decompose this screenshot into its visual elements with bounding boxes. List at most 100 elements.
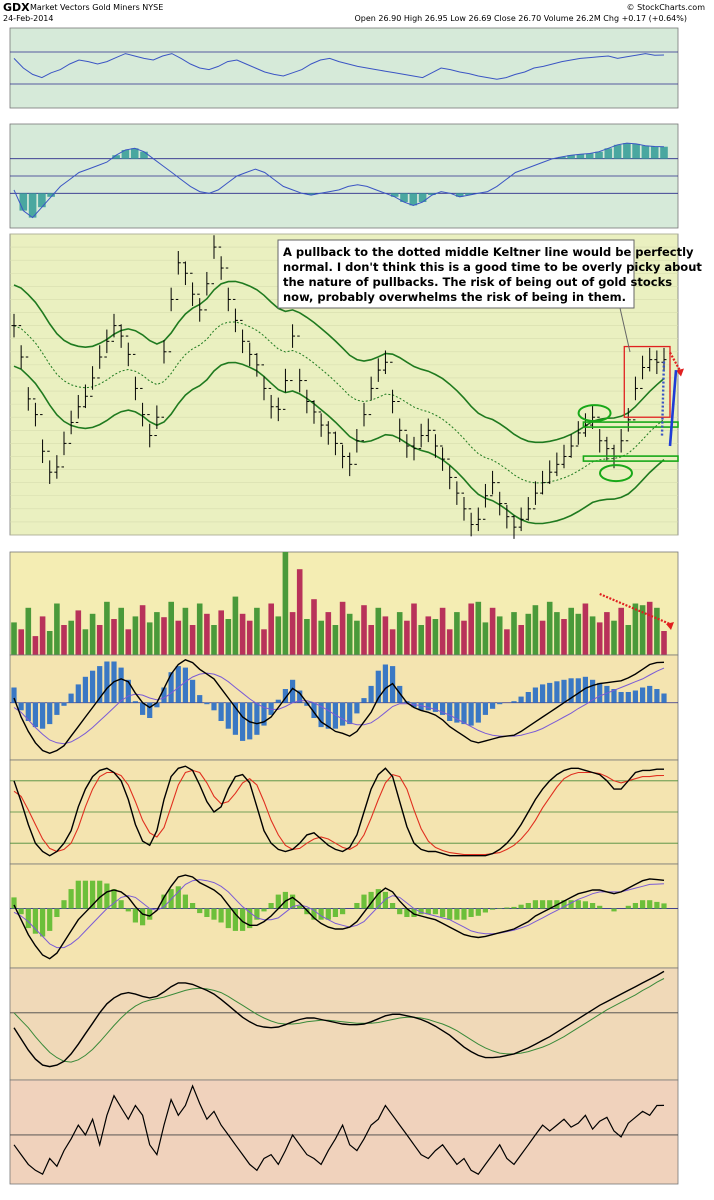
panel-background: [9, 863, 679, 969]
ppo-histogram-bar: [582, 676, 588, 703]
volume-bar: [111, 619, 117, 655]
volume-bar: [354, 620, 360, 655]
macd-histogram-bar: [461, 908, 467, 920]
macd-line: [13, 874, 665, 960]
ppo-histogram-bar: [175, 666, 181, 703]
volume-bar: [189, 625, 196, 655]
cci-fill: [623, 143, 631, 159]
volume-bar: [518, 625, 524, 655]
volume-bar: [118, 607, 124, 655]
macd-histogram-bar: [597, 905, 603, 909]
volume-bar: [239, 613, 246, 655]
cci-panel: [9, 123, 679, 229]
ppo-histogram-bar: [68, 693, 74, 703]
volume-bar: [575, 613, 582, 655]
volume-bar: [361, 605, 367, 655]
ppo-histogram-bar: [304, 702, 310, 706]
volume-bar: [332, 625, 339, 655]
volume-bar: [325, 612, 332, 655]
macd-histogram-bar: [282, 891, 288, 909]
chart-date: 24-Feb-2014: [3, 14, 53, 23]
macd-histogram-bar: [54, 908, 60, 917]
volume-bar: [446, 629, 453, 656]
macd-histogram-bar: [311, 908, 317, 920]
volume-bar: [461, 620, 467, 655]
macd-histogram-bar: [525, 903, 531, 909]
volume-bar: [546, 601, 553, 655]
trix-panel: [9, 967, 679, 1081]
macd-histogram-bar: [632, 903, 638, 909]
volume-bar: [411, 603, 417, 655]
cci-fill: [400, 193, 408, 202]
volume-bar: [582, 603, 589, 655]
cci-fill: [455, 193, 464, 197]
volume-bar: [625, 625, 632, 655]
macd-histogram-bar: [561, 900, 567, 909]
resistance-ellipse: [577, 404, 612, 423]
ppo-histogram-bar: [125, 679, 131, 703]
cci-fill: [409, 193, 418, 206]
ppo-histogram-bar: [604, 685, 610, 703]
annotation-line-2: normal. I don't think this is a good tim…: [283, 260, 702, 274]
volume-bar: [425, 616, 432, 655]
keltner-lower: [13, 361, 665, 525]
ppo-histogram-bar: [347, 702, 353, 725]
volume-bar: [282, 552, 289, 655]
macd-histogram-bar: [190, 903, 196, 909]
macd-histogram-bar: [354, 903, 360, 909]
macd-histogram-bar: [75, 880, 81, 909]
volume-bar: [132, 616, 139, 655]
macd-histogram-bar: [47, 908, 53, 931]
volume-bar: [46, 631, 53, 655]
macd-histogram-bar: [104, 883, 110, 909]
annotation-box: [277, 239, 635, 309]
macd-histogram-bar: [382, 891, 388, 909]
ppo-histogram-bar: [232, 702, 238, 735]
ppo-histogram-bar: [254, 702, 260, 735]
volume-bar: [75, 610, 82, 655]
macd-histogram-bar: [640, 900, 646, 909]
ppo-histogram-bar: [140, 702, 146, 715]
ppo-histogram-bar: [82, 676, 88, 703]
volume-bar: [211, 625, 217, 655]
ppo-histogram-bar: [482, 702, 488, 715]
volume-panel: [9, 551, 679, 656]
macd-histogram-bar: [661, 903, 667, 909]
ppo-histogram-bar: [268, 702, 274, 715]
volume-bar: [296, 569, 303, 655]
ppo-histogram-bar: [118, 667, 124, 703]
macd-histogram-bar: [204, 908, 210, 917]
ppo-histogram-bar: [625, 692, 631, 703]
macd-histogram-bar: [268, 903, 274, 909]
macd-histogram-bar: [61, 900, 67, 909]
volume-bar: [218, 610, 224, 655]
ppo-histogram-bar: [61, 702, 67, 706]
volume-bar: [232, 596, 239, 655]
macd-histogram-bar: [625, 905, 631, 909]
macd-histogram-bar: [490, 908, 496, 910]
ppo-histogram-bar: [90, 670, 96, 703]
macd-histogram-bar: [297, 905, 303, 909]
volume-bar: [11, 622, 17, 655]
ppo-histogram-bar: [497, 702, 503, 705]
volume-bar: [618, 607, 624, 655]
macd-histogram-bar: [218, 908, 224, 923]
volume-bar: [68, 620, 74, 655]
pullback-arrowhead: [676, 368, 684, 377]
ppo-histogram-bar: [518, 696, 524, 703]
ppo-histogram-bar: [311, 702, 317, 718]
trix-line: [13, 970, 665, 1068]
macd-histogram-bar: [511, 906, 517, 909]
cci-fill: [641, 145, 650, 159]
volume-bar: [125, 629, 132, 656]
annotation-line-3: the nature of pullbacks. The risk of bei…: [283, 275, 672, 289]
ppo-histogram-bar: [561, 679, 567, 703]
cci-fill: [38, 193, 46, 208]
ppo-histogram-bar: [440, 702, 446, 715]
ppo-histogram-bar: [511, 701, 517, 703]
cci-fill: [28, 193, 37, 218]
macd-histogram-bar: [197, 908, 203, 914]
volume-bar: [375, 607, 382, 655]
ppo-histogram-bar: [225, 702, 231, 729]
macd-histogram-bar: [275, 894, 281, 909]
